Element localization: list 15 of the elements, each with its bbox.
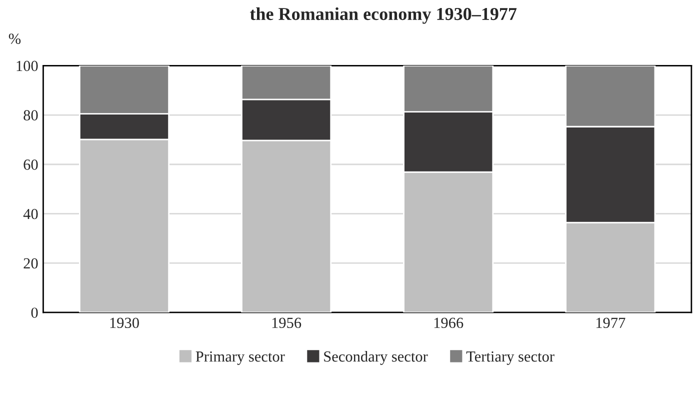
- y-tick-label: 40: [23, 208, 38, 220]
- y-tick-label: 0: [31, 308, 38, 318]
- y-tick-label: 20: [24, 258, 38, 269]
- x-tick-label: 1956: [272, 318, 302, 328]
- x-tick-label: 1966: [434, 318, 464, 328]
- chart-title: the Romanian economy 1930–1977: [250, 7, 517, 24]
- legend-label: Primary sector: [196, 351, 285, 365]
- y-tick-label: 60: [24, 160, 38, 170]
- x-tick-label: 1930: [110, 318, 139, 328]
- y-axis-title: %: [8, 34, 21, 44]
- y-tick-label: 80: [24, 110, 38, 120]
- legend-label: Secondary sector: [324, 350, 428, 365]
- y-tick-label: 100: [16, 60, 38, 72]
- legend-label: Tertiary sector: [466, 351, 554, 365]
- x-tick-label: 1977: [596, 318, 626, 328]
